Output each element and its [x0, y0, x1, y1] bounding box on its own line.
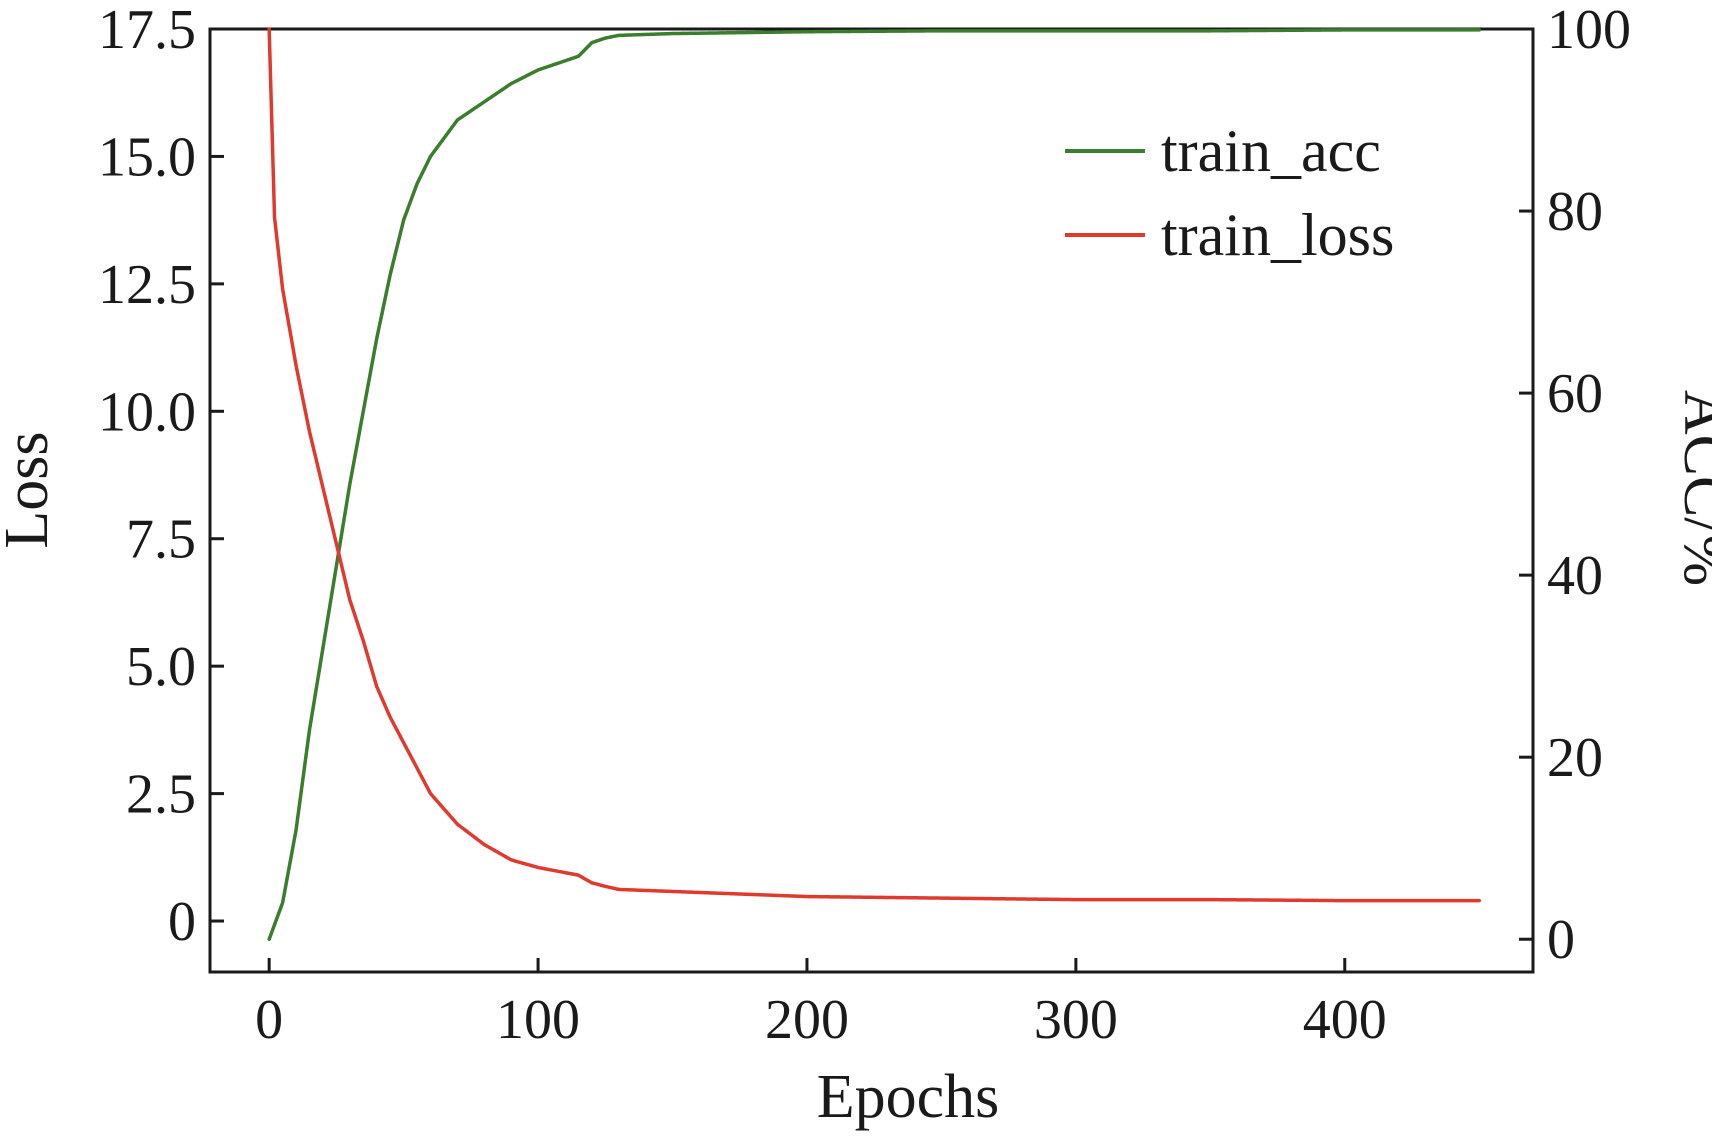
right-y-tick-label: 100: [1547, 0, 1631, 61]
left-y-tick-label: 0: [168, 891, 196, 953]
x-axis-title: Epochs: [817, 1063, 1000, 1131]
left-y-axis-title: Loss: [0, 431, 61, 548]
legend: train_acc train_loss: [1065, 118, 1394, 268]
x-tick-label: 0: [255, 989, 283, 1051]
series-line-train_loss: [267, 27, 1481, 903]
left-y-tick-label: 15.0: [98, 126, 196, 188]
right-y-tick-label: 20: [1547, 727, 1603, 789]
x-axis: 0 100 200 300 400: [255, 958, 1387, 1051]
legend-label-train_acc: train_acc: [1161, 118, 1381, 184]
left-y-tick-label: 17.5: [98, 0, 196, 61]
right-y-axis-title: ACC/%: [1671, 390, 1712, 586]
left-y-tick-label: 2.5: [126, 764, 196, 826]
right-y-axis: 0 20 40 60 80 100: [1519, 0, 1631, 971]
x-tick-label: 100: [496, 989, 580, 1051]
left-y-tick-label: 5.0: [126, 636, 196, 698]
left-y-tick-label: 10.0: [98, 381, 196, 443]
right-y-tick-label: 60: [1547, 363, 1603, 425]
x-tick-label: 200: [765, 989, 849, 1051]
right-y-tick-label: 80: [1547, 181, 1603, 243]
plot-frame: [208, 27, 1535, 974]
x-tick-label: 300: [1034, 989, 1118, 1051]
right-y-tick-label: 0: [1547, 909, 1575, 971]
left-y-axis: 0 2.5 5.0 7.5 10.0 12.5 15.0 17.5: [98, 0, 224, 953]
left-y-tick-label: 7.5: [126, 509, 196, 571]
right-y-tick-label: 40: [1547, 545, 1603, 607]
legend-label-train_loss: train_loss: [1161, 202, 1394, 268]
series-layer: [267, 27, 1481, 941]
left-y-tick-label: 12.5: [98, 254, 196, 316]
series-line-train_acc: [267, 28, 1481, 941]
x-tick-label: 400: [1303, 989, 1387, 1051]
